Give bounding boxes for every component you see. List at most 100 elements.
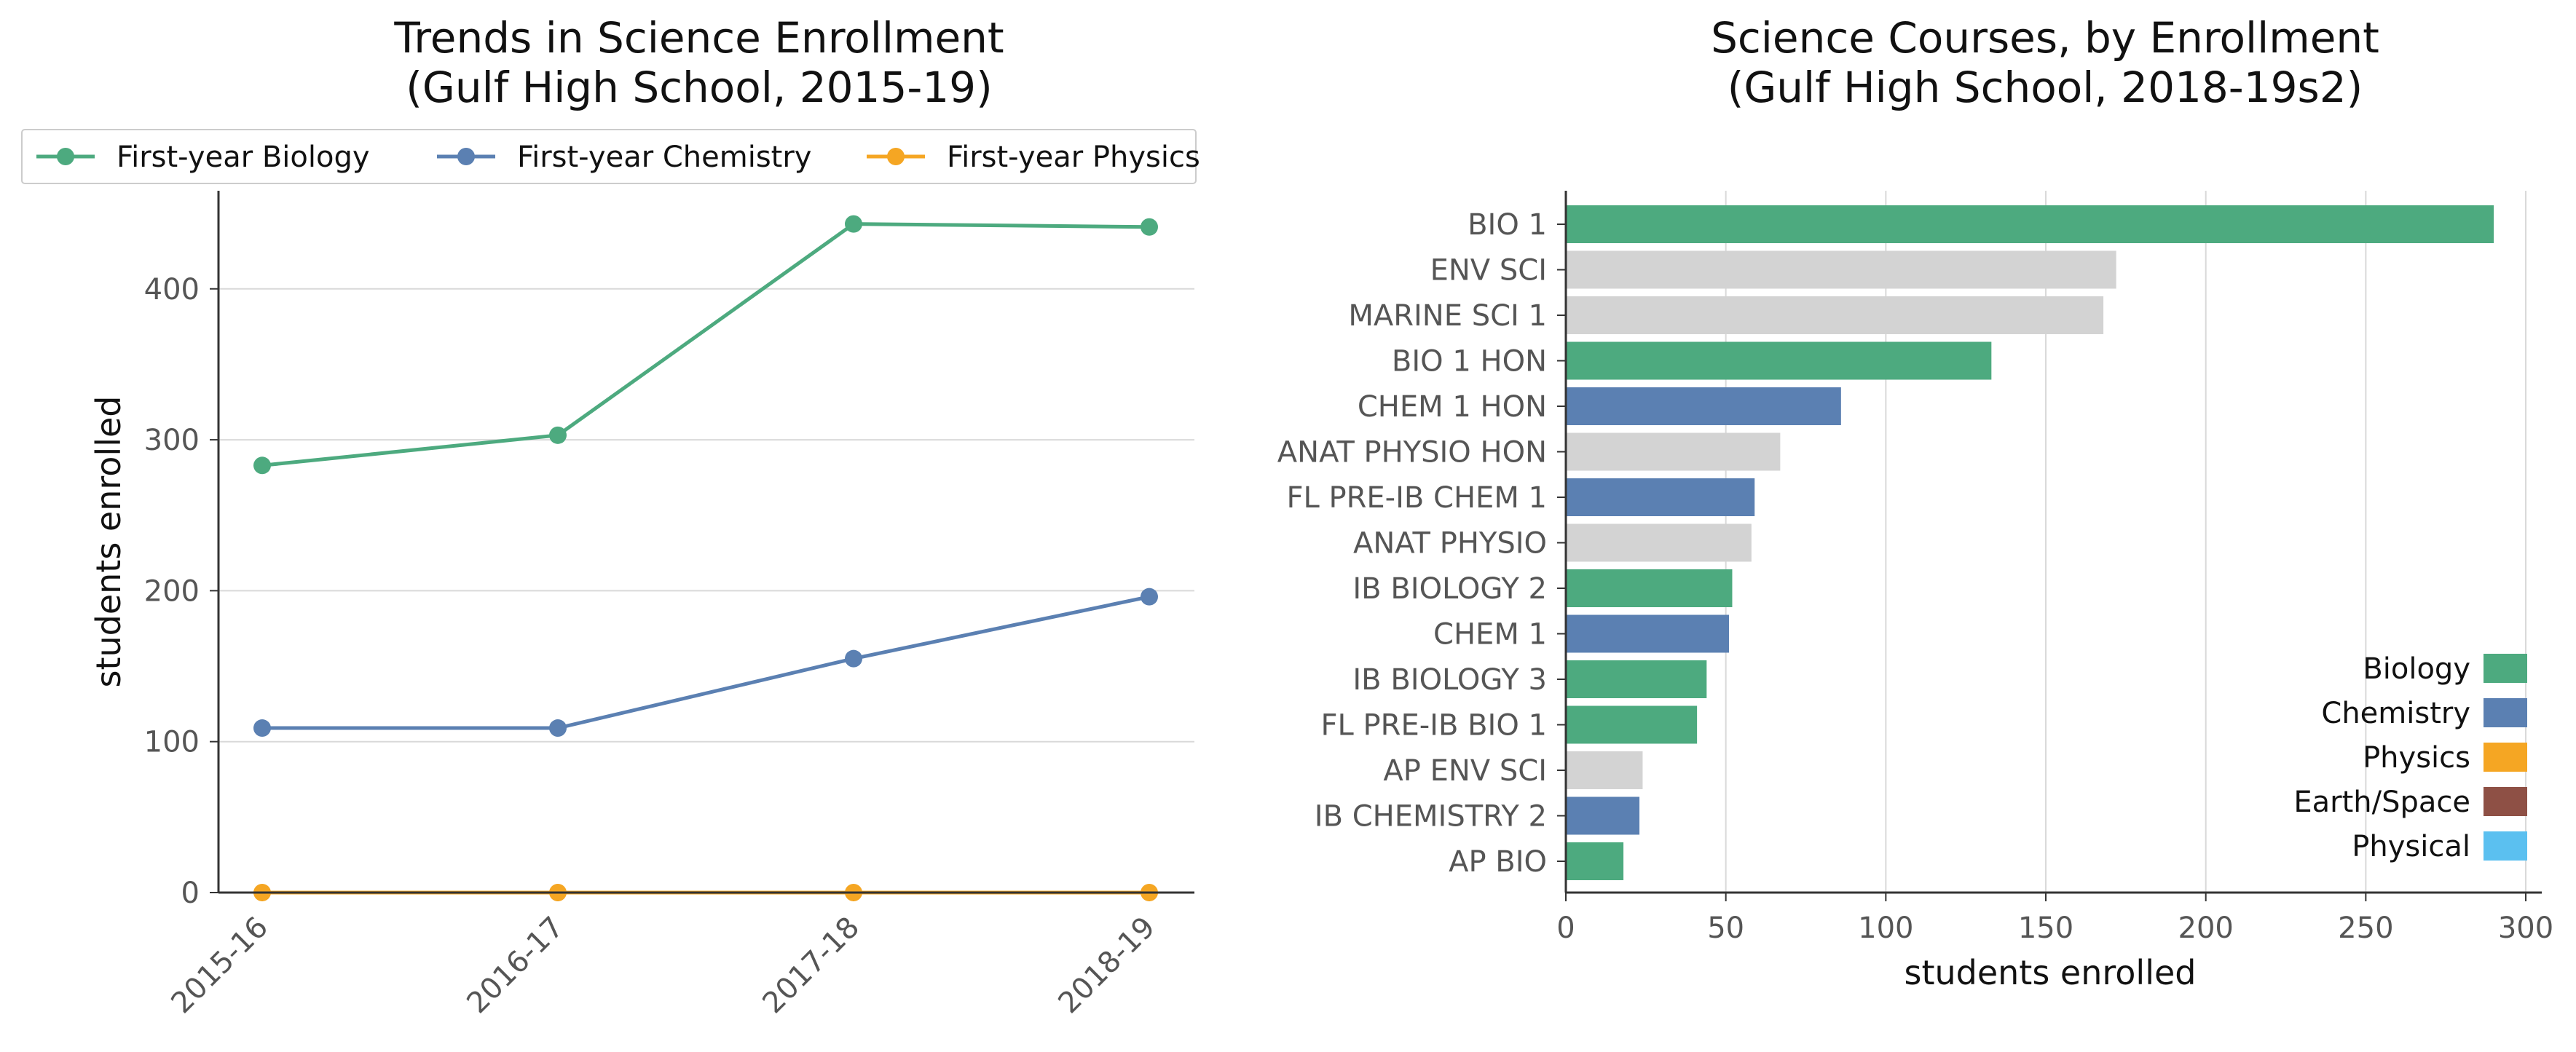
data-point xyxy=(549,719,567,737)
legend-item: Physics xyxy=(2363,741,2527,775)
bar xyxy=(1566,705,1698,744)
line-chart-y-ticks: 0 100 200 300 400 xyxy=(144,273,218,910)
bar xyxy=(1566,751,1643,789)
legend-marker xyxy=(887,148,905,165)
bar xyxy=(1566,569,1733,607)
category-label: AP BIO xyxy=(1449,845,1547,879)
legend-item: First-year Chemistry xyxy=(437,141,811,174)
legend-swatch xyxy=(2484,831,2527,861)
category-label: IB BIOLOGY 3 xyxy=(1352,663,1547,697)
x-tick-label: 100 xyxy=(1858,911,1913,945)
category-label: CHEM 1 HON xyxy=(1358,390,1547,424)
category-label: CHEM 1 xyxy=(1433,618,1547,652)
legend-item: Physical xyxy=(2352,830,2527,863)
bar-chart: Science Courses, by Enrollment (Gulf Hig… xyxy=(1277,13,2553,992)
category-label: BIO 1 HON xyxy=(1392,345,1547,379)
series-0 xyxy=(253,215,1158,475)
bar-chart-legend: Biology Chemistry Physics Earth/Space Physic… xyxy=(2293,652,2527,863)
bar-chart-title-line2: (Gulf High School, 2018-19s2) xyxy=(1728,63,2363,112)
bar xyxy=(1566,614,1730,653)
bar xyxy=(1566,796,1640,835)
category-label: ANAT PHYSIO xyxy=(1353,527,1547,561)
legend-swatch xyxy=(2484,654,2527,683)
category-label: ENV SCI xyxy=(1430,254,1547,288)
x-tick-label: 150 xyxy=(2018,911,2073,945)
data-point xyxy=(1141,588,1158,606)
x-tick-label: 300 xyxy=(2498,911,2553,945)
y-tick-label: 0 xyxy=(181,877,200,910)
x-tick-label: 0 xyxy=(1556,911,1575,945)
legend-item: Chemistry xyxy=(2321,697,2527,730)
legend-label: Physics xyxy=(2363,741,2470,775)
category-label: MARINE SCI 1 xyxy=(1348,299,1547,333)
series-line xyxy=(261,222,1150,467)
line-chart: Trends in Science Enrollment (Gulf High … xyxy=(21,13,1200,1020)
legend-label: Physical xyxy=(2352,830,2470,863)
data-point xyxy=(845,215,862,233)
data-point xyxy=(253,719,271,737)
bar-chart-x-label: students enrolled xyxy=(1905,953,2197,992)
bar xyxy=(1566,250,2116,289)
legend-label: Earth/Space xyxy=(2293,786,2470,819)
line-chart-x-ticks: 2015-16 2016-17 2017-18 2018-19 xyxy=(165,893,1162,1020)
y-tick-label: 200 xyxy=(144,574,200,608)
legend-swatch xyxy=(2484,743,2527,772)
data-point xyxy=(253,456,271,475)
y-tick-label: 100 xyxy=(144,726,200,759)
bar xyxy=(1566,432,1781,471)
legend-item: First-year Biology xyxy=(36,141,370,174)
line-chart-title-line2: (Gulf High School, 2015-19) xyxy=(406,63,992,112)
category-label: BIO 1 xyxy=(1468,208,1547,242)
legend-label: First-year Chemistry xyxy=(517,141,811,174)
line-chart-legend: First-year Biology First-year Chemistry Fi… xyxy=(21,129,1200,184)
legend-label: First-year Physics xyxy=(947,141,1200,174)
bar xyxy=(1566,842,1624,880)
legend-marker xyxy=(57,148,74,165)
x-tick-label: 200 xyxy=(2178,911,2234,945)
data-point xyxy=(549,426,567,444)
legend-item: Earth/Space xyxy=(2293,786,2527,819)
bar xyxy=(1566,478,1755,516)
bar xyxy=(1566,523,1752,562)
bar xyxy=(1566,296,2104,334)
x-tick-label: 2017-18 xyxy=(756,911,866,1021)
legend-swatch xyxy=(2484,698,2527,727)
category-label: IB BIOLOGY 2 xyxy=(1352,572,1547,606)
legend-label: First-year Biology xyxy=(117,141,370,174)
legend-marker xyxy=(457,148,475,165)
bar-chart-bars xyxy=(1566,205,2494,880)
x-tick-label: 2016-17 xyxy=(460,911,570,1021)
legend-label: Biology xyxy=(2363,652,2470,686)
bar-chart-category-labels: BIO 1 ENV SCI MARINE SCI 1 BIO 1 HON CHEM 1 … xyxy=(1277,208,1566,879)
bar xyxy=(1566,205,2494,243)
category-label: AP ENV SCI xyxy=(1383,754,1547,788)
x-tick-label: 2015-16 xyxy=(165,911,275,1021)
x-tick-label: 250 xyxy=(2338,911,2393,945)
y-tick-label: 400 xyxy=(144,273,200,306)
legend-item: First-year Physics xyxy=(867,141,1200,174)
line-chart-series xyxy=(253,215,1158,901)
bar-chart-x-ticks: 0 50 100 150 200 250 300 xyxy=(1556,893,2553,945)
y-tick-label: 300 xyxy=(144,424,200,457)
bar xyxy=(1566,387,1841,425)
x-tick-label: 50 xyxy=(1707,911,1744,945)
legend-swatch xyxy=(2484,787,2527,816)
legend-label: Chemistry xyxy=(2321,697,2470,730)
line-chart-title-line1: Trends in Science Enrollment xyxy=(393,13,1004,63)
category-label: FL PRE-IB BIO 1 xyxy=(1321,709,1547,743)
bar-chart-title-line1: Science Courses, by Enrollment xyxy=(1711,13,2379,63)
bar xyxy=(1566,660,1707,698)
series-1 xyxy=(253,588,1158,737)
series-line xyxy=(262,595,1150,730)
category-label: FL PRE-IB CHEM 1 xyxy=(1286,481,1547,515)
x-tick-label: 2018-19 xyxy=(1052,911,1162,1021)
bar xyxy=(1566,341,1992,380)
data-point xyxy=(845,649,862,668)
line-chart-grid xyxy=(218,288,1194,743)
category-label: ANAT PHYSIO HON xyxy=(1277,436,1547,470)
data-point xyxy=(1141,218,1158,236)
category-label: IB CHEMISTRY 2 xyxy=(1315,800,1547,834)
line-chart-y-label: students enrolled xyxy=(89,396,128,688)
legend-frame xyxy=(21,129,1197,184)
